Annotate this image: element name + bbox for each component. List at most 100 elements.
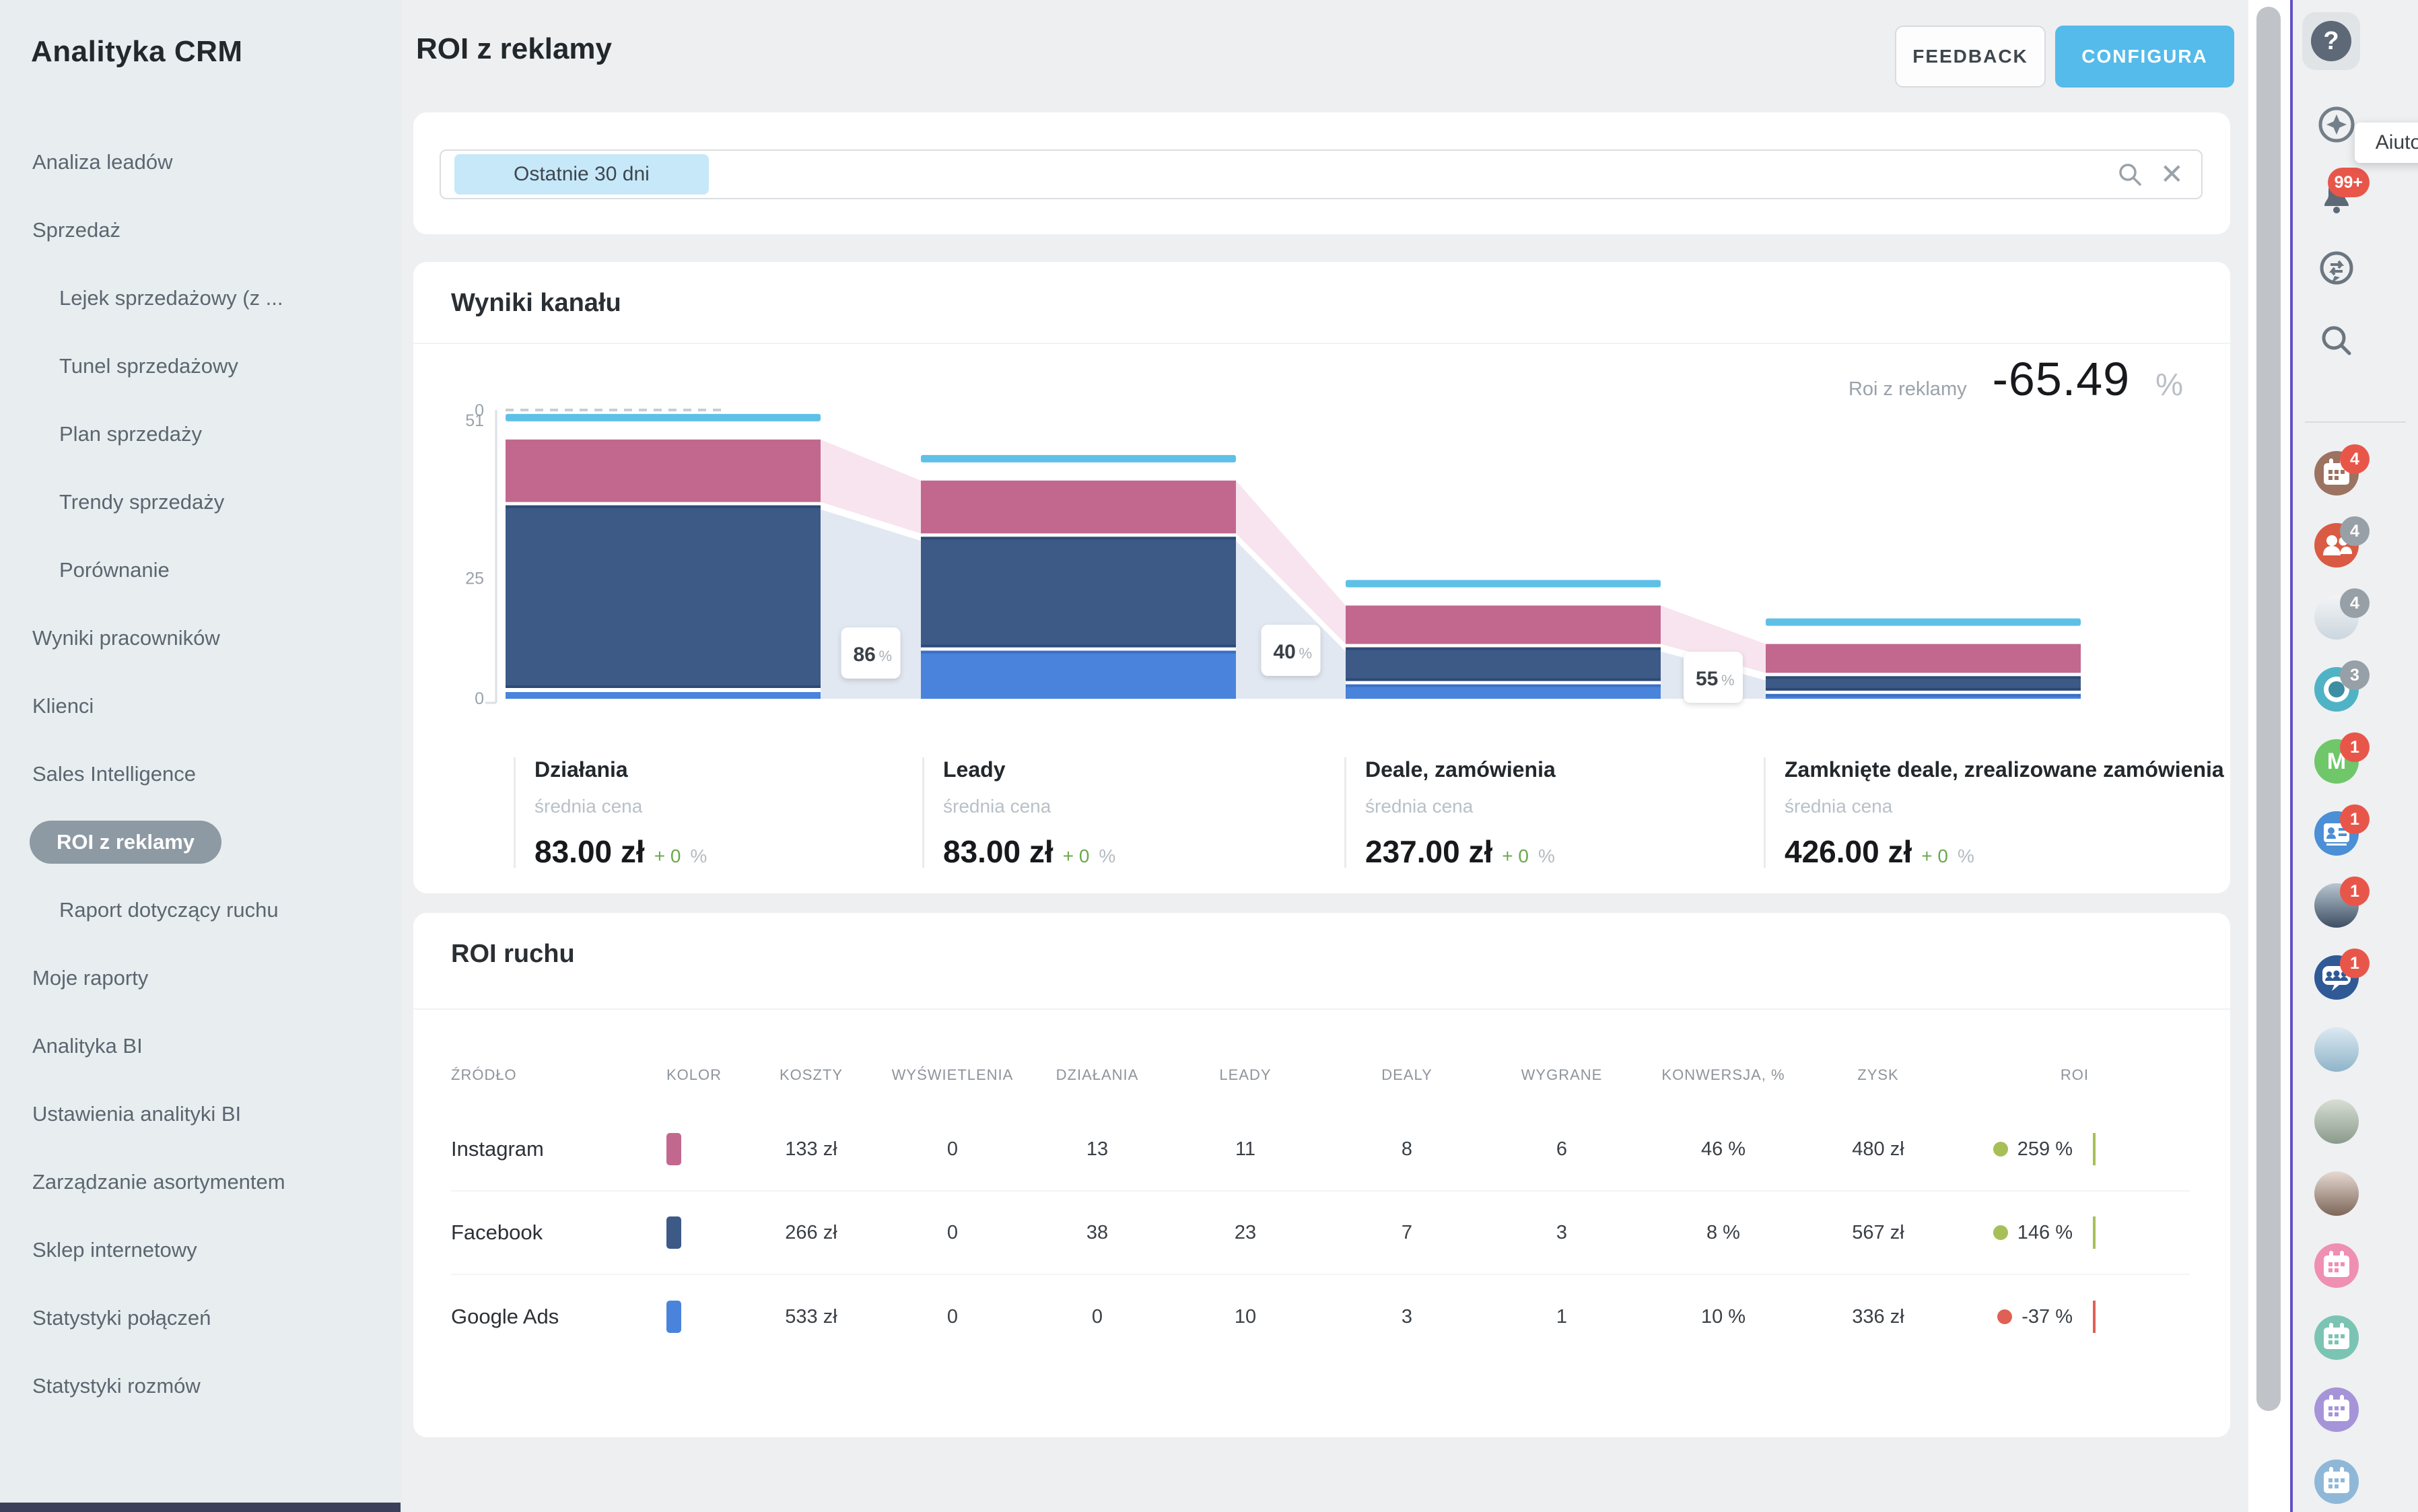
column-header: DEALY [1381,1066,1432,1083]
cell-conversion: 10 % [1700,1305,1746,1328]
search-icon[interactable] [2314,318,2359,363]
divider [413,343,2230,344]
sidebar-item-wyniki-pracownik-w[interactable]: Wyniki pracowników [0,604,402,672]
table-row-facebook[interactable]: Facebook 266 zł 0 38 23 7 3 8 % 567 zł 146 % [451,1192,2190,1275]
sidebar-item-tunel-sprzeda-owy[interactable]: Tunel sprzedażowy [0,332,402,400]
sidebar-item-klienci[interactable]: Klienci [0,672,402,740]
cell-source: Google Ads [451,1305,559,1328]
stage-summary-4: Zamknięte deale, zrealizowane zamówienia… [1764,757,2224,869]
cell-deals: 7 [1401,1221,1413,1243]
stage-label: Deale, zamówienia [1365,757,1556,782]
roi-value: -65.49 [1992,353,2131,405]
filter-card: Ostatnie 30 dni ✕ [413,112,2230,234]
ai-assistant-icon[interactable] [2314,102,2359,147]
contact-card-icon[interactable]: 1 [2314,804,2370,856]
notification-badge: 99+ [2327,168,2370,197]
cell-source: Facebook [451,1221,543,1244]
stage-delta: + 0 [1921,846,1948,866]
cell-views: 0 [946,1221,959,1243]
avatar-woman[interactable] [2314,1171,2359,1216]
sidebar-item-label: Analiza leadów [32,149,173,174]
clear-filter-icon[interactable]: ✕ [2160,158,2184,190]
sidebar-item-label: Analityka BI [32,1033,143,1058]
divider [413,1008,2230,1010]
cell-roi: 259 % [1945,1133,2190,1165]
sidebar-item-analiza-lead-w[interactable]: Analiza leadów [0,128,402,196]
table-body: Instagram 133 zł 0 13 11 8 6 46 % 480 zł 259 % Fac… [451,1108,2190,1359]
cell-leads: 23 [1234,1221,1257,1243]
cell-deals: 3 [1401,1305,1413,1328]
stage-label: Leady [943,757,1006,782]
notifications-bell-icon[interactable]: 99+ [2314,168,2370,219]
notification-badge: 1 [2340,804,2370,834]
calendar-pink-icon[interactable] [2314,1243,2359,1288]
feedback-button[interactable]: FEEDBACK [1895,26,2046,88]
sidebar-item-sales-intelligence[interactable]: Sales Intelligence [0,740,402,808]
cell-activities: 0 [1091,1305,1103,1328]
contacts-people-icon[interactable]: 4 [2314,516,2370,568]
cell-activities: 38 [1086,1221,1109,1243]
scrollbar-track [2248,0,2290,1512]
search-icon[interactable] [2117,162,2143,187]
calendar-blue-icon[interactable] [2314,1459,2359,1504]
roi-unit: % [2155,367,2183,402]
group-chat-icon[interactable]: 1 [2314,949,2370,1000]
sidebar-item-lejek-sprzeda-owy-z-[interactable]: Lejek sprzedażowy (z ... [0,264,402,332]
calendar-brown-icon[interactable]: 4 [2314,444,2370,495]
avatar-man-suit[interactable]: 1 [2314,877,2370,928]
traffic-roi-title: ROI ruchu [451,940,575,968]
sidebar-item-label: Sales Intelligence [32,761,196,786]
stage-delta: + 0 [1062,846,1090,866]
stage-delta-unit: % [1957,846,1974,866]
avatar-man-shirt[interactable] [2314,1027,2359,1072]
sidebar-item-ustawienia-analityki-bi[interactable]: Ustawienia analityki BI [0,1080,402,1148]
chat-transfer-icon[interactable] [2314,246,2359,291]
stage-delta: + 0 [654,846,681,866]
cell-views: 0 [946,1305,959,1328]
sidebar-item-label: Statystyki połączeń [32,1305,211,1330]
avatar-team[interactable]: 4 [2314,588,2370,640]
svg-text:25: 25 [465,570,484,588]
svg-text:86: 86 [854,644,876,666]
table-row-google-ads[interactable]: Google Ads 533 zł 0 0 10 3 1 10 % 336 zł -37 % [451,1275,2190,1359]
filter-search-input[interactable]: Ostatnie 30 dni ✕ [440,149,2203,199]
avatar-laptop-person[interactable] [2314,1099,2359,1144]
sidebar-item-roi-z-reklamy[interactable]: ROI z reklamy [0,808,402,876]
channel-results-card: Wyniki kanału Roi z reklamy -65.49 % 0 51… [413,262,2230,893]
sidebar: Analityka CRM Analiza leadów Sprzedaż Leje… [0,0,402,1512]
sidebar-item-plan-sprzeda-y[interactable]: Plan sprzedaży [0,400,402,468]
column-header: WYŚWIETLENIA [891,1066,1014,1083]
column-header: ROI [2060,1066,2089,1083]
date-range-chip[interactable]: Ostatnie 30 dni [454,154,709,195]
sidebar-item-raport-dotycz-cy-ruchu[interactable]: Raport dotyczący ruchu [0,876,402,944]
calendar-teal-icon[interactable] [2314,1315,2359,1360]
avatar [2314,1099,2359,1144]
sidebar-item-zarz-dzanie-asortymentem[interactable]: Zarządzanie asortymentem [0,1148,402,1216]
help-icon[interactable]: ? [2302,12,2360,70]
avatar-best-team[interactable]: 3 [2314,660,2370,712]
configure-button[interactable]: CONFIGURA [2055,26,2234,88]
sidebar-item-moje-raporty[interactable]: Moje raporty [0,944,402,1012]
sidebar-item-label: ROI z reklamy [30,820,222,864]
column-header: ZYSK [1857,1066,1899,1083]
sidebar-item-sprzeda-[interactable]: Sprzedaż [0,196,402,264]
svg-text:0: 0 [475,403,484,420]
sidebar-item-sklep-internetowy[interactable]: Sklep internetowy [0,1216,402,1284]
sidebar-item-statystyki-po-cze-[interactable]: Statystyki połączeń [0,1284,402,1352]
stage-value: 83.00 zł [534,834,645,869]
sidebar-bottom-bar [0,1503,401,1512]
table-row-instagram[interactable]: Instagram 133 zł 0 13 11 8 6 46 % 480 zł 259 % [451,1108,2190,1192]
sidebar-item-trendy-sprzeda-y[interactable]: Trendy sprzedaży [0,468,402,536]
cell-costs: 133 zł [785,1138,837,1160]
column-header: WYGRANE [1521,1066,1603,1083]
sidebar-item-por-wnanie[interactable]: Porównanie [0,536,402,604]
sidebar-item-statystyki-rozm-w[interactable]: Statystyki rozmów [0,1352,402,1420]
traffic-roi-card: ROI ruchu ŹRÓDŁO KOLOR KOSZTY WYŚWIETLENIA D… [413,913,2230,1437]
sidebar-item-analityka-bi[interactable]: Analityka BI [0,1012,402,1080]
calendar-purple-icon[interactable] [2314,1387,2359,1432]
aiuto-tooltip: Aiuto [2355,123,2418,163]
scrollbar-thumb[interactable] [2256,7,2281,1411]
svg-text:55: 55 [1696,668,1718,690]
stage-summary-3: Deale, zamówienia średnia cena 237.00 zł + … [1344,757,1556,869]
